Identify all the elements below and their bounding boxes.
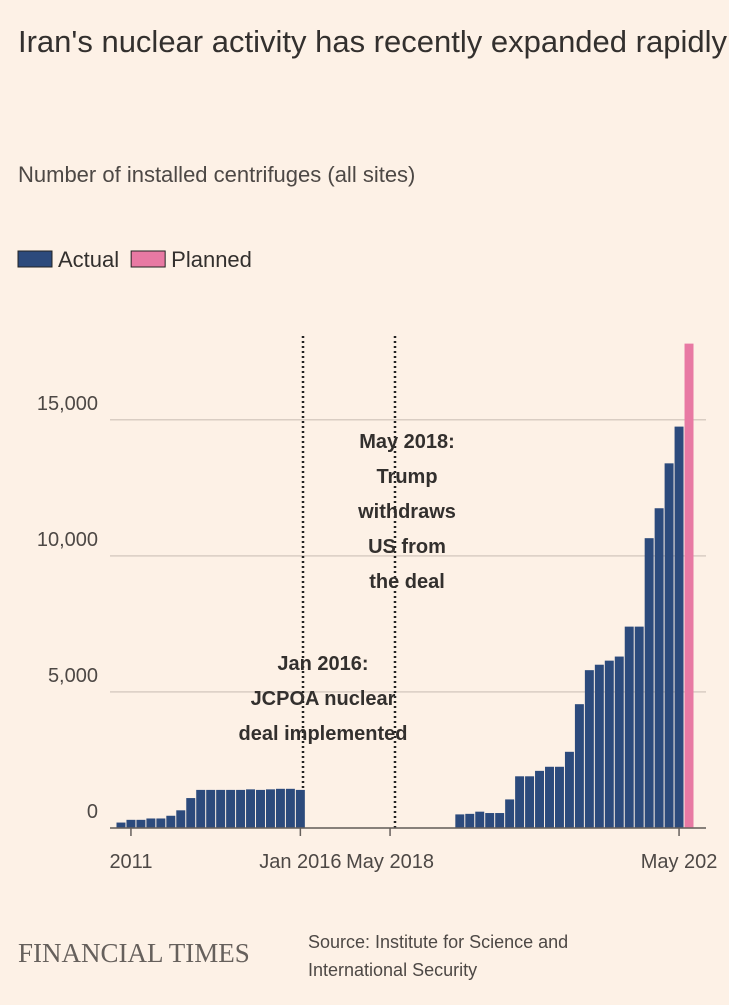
source: International Security xyxy=(308,960,477,980)
bar xyxy=(156,818,166,828)
brand: FINANCIAL TIMES xyxy=(18,938,250,968)
bar xyxy=(246,789,256,828)
bar xyxy=(574,704,584,828)
bar xyxy=(166,815,176,828)
legend-label: Actual xyxy=(58,247,119,272)
bar xyxy=(684,343,694,828)
y-tick-label: 0 xyxy=(87,801,98,823)
bar xyxy=(275,788,285,828)
bar xyxy=(614,656,624,828)
bar xyxy=(465,813,475,828)
bar xyxy=(126,819,136,828)
bar xyxy=(176,810,186,828)
bar xyxy=(564,751,574,828)
bar xyxy=(634,626,644,828)
bar xyxy=(604,660,614,828)
bar xyxy=(644,538,654,828)
y-tick-label: 5,000 xyxy=(48,665,98,687)
annotation: US from xyxy=(368,536,446,558)
chart-title: Iran's nuclear activity has recently exp… xyxy=(18,24,727,59)
bar xyxy=(206,789,216,828)
bar xyxy=(535,770,545,828)
legend-swatch xyxy=(130,250,166,268)
bar xyxy=(654,508,664,828)
bar xyxy=(515,776,525,828)
annotation: May 2018: xyxy=(359,431,455,453)
y-tick-label: 15,000 xyxy=(37,393,98,415)
bar xyxy=(236,789,246,828)
annotation: withdraws xyxy=(357,501,456,523)
bar xyxy=(674,426,684,828)
annotation: Jan 2016: xyxy=(277,653,368,675)
bar xyxy=(485,813,495,828)
annotation: deal implemented xyxy=(239,723,408,745)
x-tick-label: May 202 xyxy=(641,851,718,873)
y-tick-label: 10,000 xyxy=(37,529,98,551)
bar xyxy=(116,822,126,828)
x-tick-label: May 2018 xyxy=(346,851,434,873)
annotation: JCPOA nuclear xyxy=(251,688,396,710)
bar xyxy=(256,789,265,828)
bar xyxy=(186,798,196,828)
bar xyxy=(545,766,554,828)
bar xyxy=(136,819,146,828)
bar xyxy=(584,670,594,828)
legend-swatch xyxy=(17,250,53,268)
legend-label: Planned xyxy=(171,247,252,272)
bar xyxy=(624,626,634,828)
x-tick-label: 2011 xyxy=(109,851,152,873)
bar xyxy=(295,789,305,828)
bar xyxy=(146,818,156,828)
bar xyxy=(196,789,206,828)
bar xyxy=(455,814,465,828)
bar xyxy=(265,789,275,828)
x-tick-label: Jan 2016 xyxy=(259,851,341,873)
chart-subtitle: Number of installed centrifuges (all sit… xyxy=(18,162,415,187)
annotation: Trump xyxy=(376,466,437,488)
annotation: the deal xyxy=(369,571,445,593)
bar xyxy=(505,799,515,828)
bar xyxy=(475,811,485,828)
bar xyxy=(664,463,674,828)
bar xyxy=(525,776,535,828)
source: Source: Institute for Science and xyxy=(308,932,568,952)
bar xyxy=(216,789,226,828)
bar xyxy=(285,788,295,828)
bar xyxy=(554,766,564,828)
bar xyxy=(495,813,505,828)
bar xyxy=(226,789,236,828)
bar xyxy=(594,664,604,828)
